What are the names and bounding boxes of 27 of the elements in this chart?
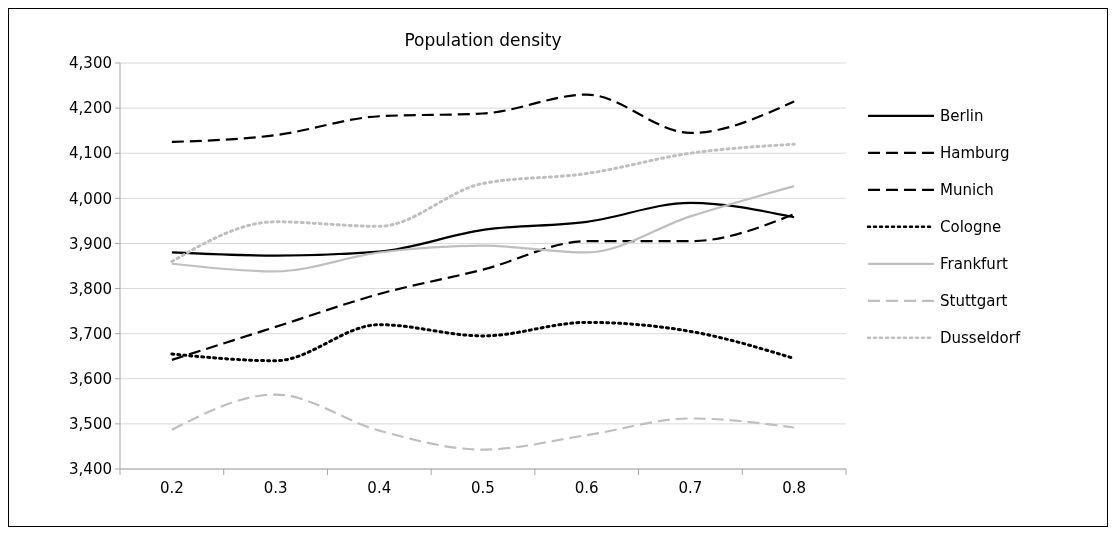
x-tick-label: 0.2 xyxy=(159,479,184,497)
y-tick-label: 4,000 xyxy=(69,189,112,208)
legend-label: Cologne xyxy=(940,218,1002,237)
x-tick-label: 0.4 xyxy=(367,479,392,497)
legend-label: Berlin xyxy=(940,107,984,126)
y-tick-label: 3,600 xyxy=(69,370,112,389)
y-tick-label: 3,900 xyxy=(69,234,112,253)
y-tick-label: 3,500 xyxy=(69,415,112,434)
line-series xyxy=(170,93,796,144)
x-tick-label: 0.7 xyxy=(678,479,703,497)
y-tick-label: 4,100 xyxy=(69,144,112,163)
legend-label: Frankfurt xyxy=(940,255,1009,274)
chart-title: Population density xyxy=(404,30,562,50)
x-tick-label: 0.5 xyxy=(471,479,495,497)
line-series xyxy=(170,393,796,451)
legend-label: Stuttgart xyxy=(940,292,1008,311)
y-tick-label: 3,400 xyxy=(69,460,112,479)
legend-label: Hamburg xyxy=(940,144,1010,163)
y-tick-label: 3,800 xyxy=(69,279,112,298)
x-tick-label: 0.6 xyxy=(574,479,599,497)
x-tick-label: 0.3 xyxy=(263,479,288,497)
y-tick-label: 4,300 xyxy=(69,54,112,73)
legend-label: Munich xyxy=(940,181,994,200)
x-tick-label: 0.8 xyxy=(782,479,807,497)
y-tick-label: 3,700 xyxy=(69,324,112,343)
legend-label: Dusseldorf xyxy=(940,329,1021,348)
y-tick-label: 4,200 xyxy=(69,99,112,118)
